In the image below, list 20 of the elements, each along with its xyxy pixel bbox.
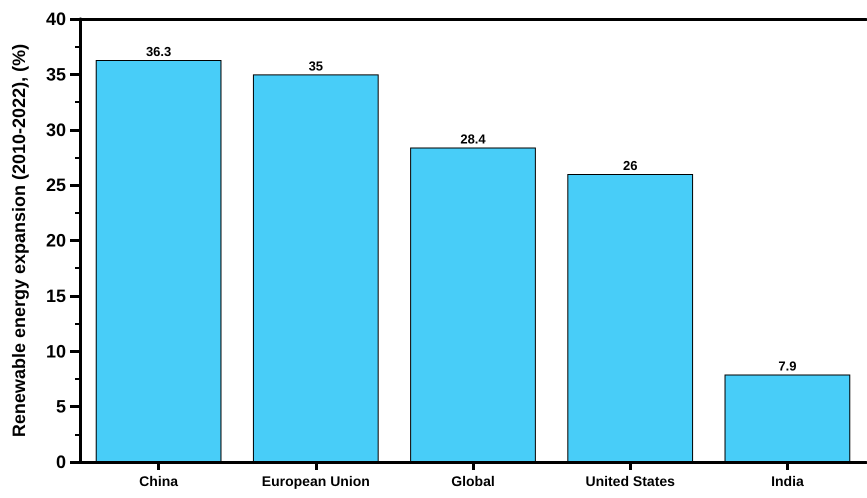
data-label: 7.9 (778, 358, 796, 374)
y-tick-label: 20 (46, 230, 66, 250)
y-tick-label: 10 (46, 341, 66, 362)
x-tick-label: Global (451, 473, 495, 489)
x-tick-label: European Union (262, 473, 370, 489)
y-tick-label: 0 (56, 452, 66, 472)
y-tick-label: 15 (46, 286, 66, 306)
y-tick-label: 40 (46, 9, 66, 29)
data-label: 28.4 (460, 131, 486, 146)
y-tick-label: 25 (46, 175, 66, 196)
y-axis-title: Renewable energy expansion (2010-2022), (%) (9, 44, 29, 438)
x-tick-label: India (771, 473, 804, 489)
y-tick-label: 35 (46, 64, 66, 84)
y-tick-label: 5 (56, 396, 66, 417)
x-tick-label: China (139, 473, 178, 489)
data-label: 36.3 (146, 44, 172, 59)
data-label: 35 (308, 58, 324, 74)
y-tick-label: 30 (46, 120, 66, 140)
data-label: 26 (622, 158, 638, 174)
x-tick-label: United States (585, 473, 676, 489)
